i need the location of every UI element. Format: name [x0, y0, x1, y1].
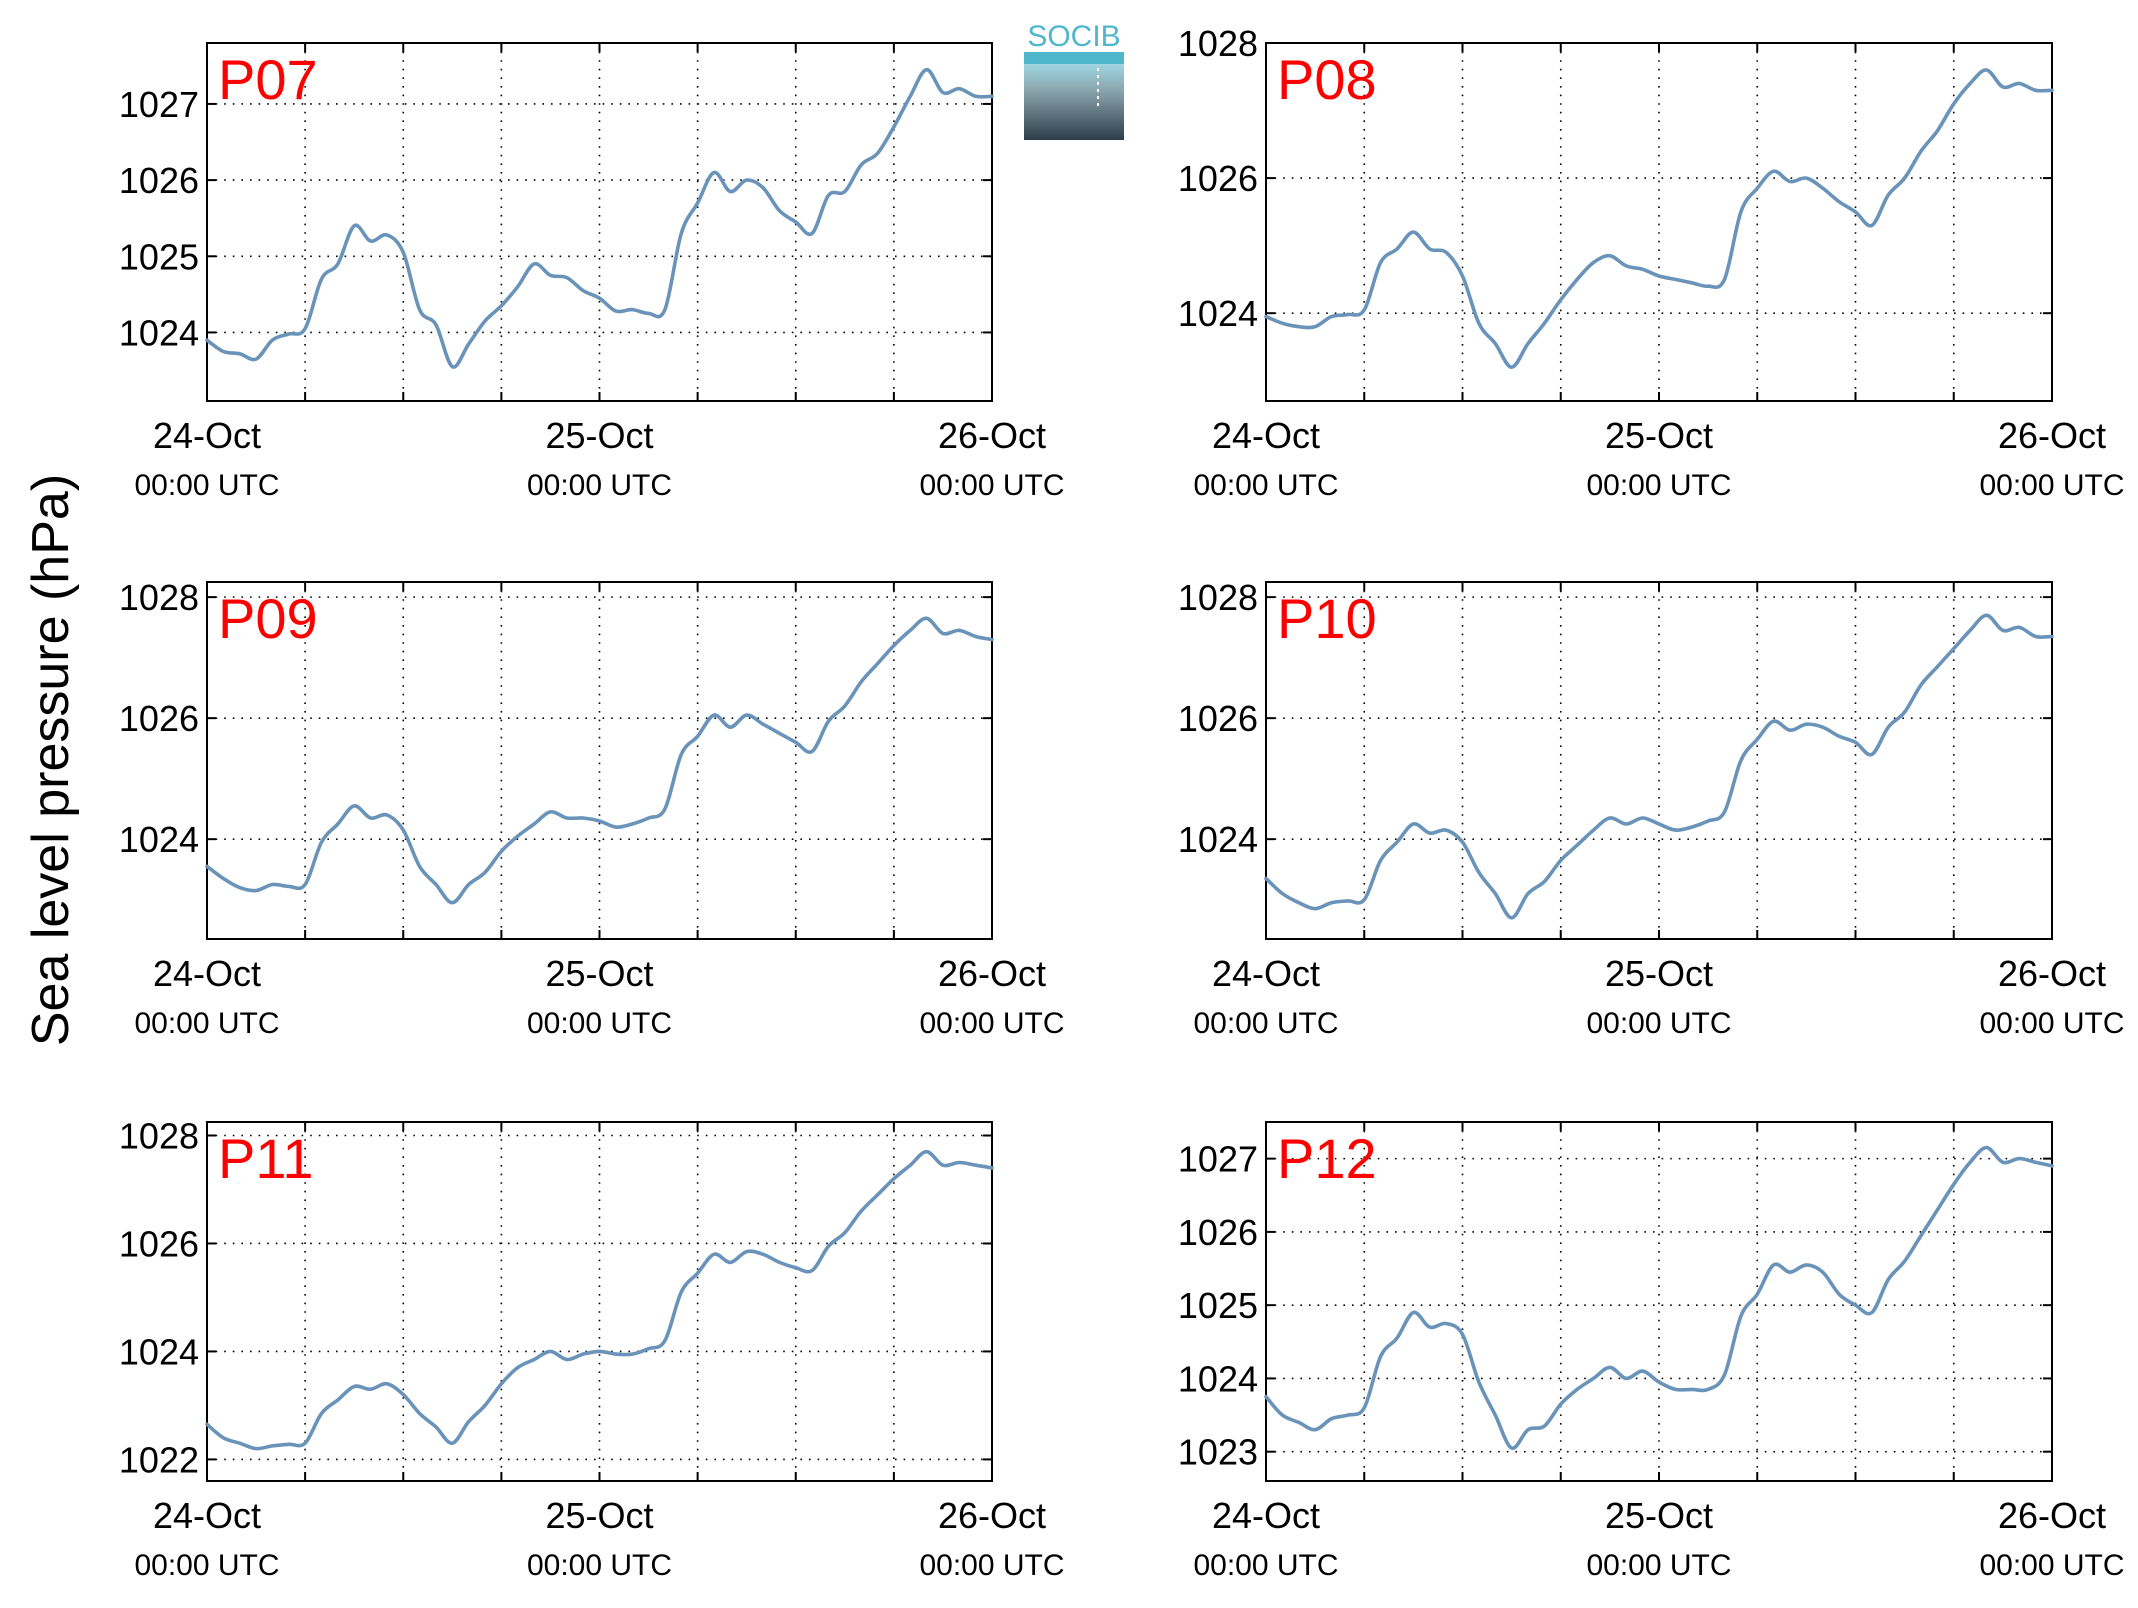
x-tick-sublabel: 00:00 UTC: [1193, 1549, 1338, 1582]
x-tick-sublabel: 00:00 UTC: [527, 1007, 672, 1040]
panel-label: P12: [1277, 1127, 1377, 1190]
axes-frame: [1265, 581, 2053, 940]
x-tick-label: 26-Oct: [1998, 1495, 2106, 1536]
x-tick-label: 25-Oct: [1605, 415, 1713, 456]
x-tick-sublabel: 00:00 UTC: [919, 1007, 1064, 1040]
y-tick-label: 1027: [119, 84, 199, 125]
y-tick-label: 1024: [1178, 293, 1258, 334]
x-tick-sublabel: 00:00 UTC: [134, 1007, 279, 1040]
y-tick-label: 1026: [119, 1223, 199, 1264]
x-tick-label: 25-Oct: [1605, 953, 1713, 994]
y-tick-label: 1026: [1178, 698, 1258, 739]
x-tick-sublabel: 00:00 UTC: [1193, 469, 1338, 502]
chart-panel-p09: 1024 1026 1028 24-Oct 00:00 UTC 25-Oct 00:00 U…: [119, 577, 1065, 1040]
x-tick-sublabel: 00:00 UTC: [1586, 1549, 1731, 1582]
x-tick-label: 24-Oct: [1212, 415, 1320, 456]
y-tick-label: 1025: [119, 236, 199, 277]
x-tick-label: 24-Oct: [1212, 953, 1320, 994]
y-tick-label: 1028: [1178, 23, 1258, 64]
x-tick-sublabel: 00:00 UTC: [919, 469, 1064, 502]
x-tick-label: 26-Oct: [938, 1495, 1046, 1536]
y-tick-label: 1027: [1178, 1139, 1258, 1180]
axes-frame: [1265, 42, 2053, 402]
y-tick-label: 1026: [1178, 158, 1258, 199]
chart-panel-p07: 1024 1025 1026 1027 24-Oct 00:00 UTC 25-Oct 00:…: [119, 42, 1065, 502]
series-line-p12: [1264, 1145, 2054, 1450]
y-tick-label: 1028: [1178, 577, 1258, 618]
x-tick-label: 24-Oct: [1212, 1495, 1320, 1536]
series-line-p09: [205, 616, 994, 905]
chart-panel-p10: 1024 1026 1028 24-Oct 00:00 UTC 25-Oct 00:00 U…: [1178, 577, 2125, 1040]
logo-text: SOCIB: [1027, 20, 1120, 53]
panels: 1024 1025 1026 1027 24-Oct 00:00 UTC 25-Oct 00:…: [119, 23, 2125, 1582]
axes-frame: [1265, 1121, 2053, 1482]
x-tick-sublabel: 00:00 UTC: [1586, 1007, 1731, 1040]
x-tick-label: 26-Oct: [1998, 415, 2106, 456]
series-line-p10: [1264, 613, 2054, 920]
chart-panel-p08: 1024 1026 1028 24-Oct 00:00 UTC 25-Oct 00:00 U…: [1178, 23, 2125, 502]
axes-frame: [206, 1121, 993, 1482]
x-tick-label: 26-Oct: [938, 415, 1046, 456]
series-line-p08: [1264, 68, 2054, 369]
y-tick-label: 1028: [119, 1115, 199, 1156]
x-tick-sublabel: 00:00 UTC: [1979, 1007, 2124, 1040]
x-tick-label: 26-Oct: [1998, 953, 2106, 994]
y-tick-label: 1026: [119, 160, 199, 201]
socib-logo: SOCIB: [1024, 20, 1124, 140]
x-tick-sublabel: 00:00 UTC: [919, 1549, 1064, 1582]
x-tick-sublabel: 00:00 UTC: [527, 1549, 672, 1582]
x-tick-sublabel: 00:00 UTC: [1193, 1007, 1338, 1040]
x-tick-sublabel: 00:00 UTC: [527, 469, 672, 502]
axes-frame: [206, 42, 993, 402]
logo-block: [1024, 64, 1124, 140]
axes-frame: [206, 581, 993, 940]
panel-label: P09: [218, 587, 318, 650]
x-tick-sublabel: 00:00 UTC: [1979, 469, 2124, 502]
chart-panel-p12: 1023 1024 1025 1026 1027 24-Oct 00:00 UTC 25-Oc…: [1178, 1121, 2125, 1582]
x-tick-label: 25-Oct: [545, 953, 653, 994]
y-tick-label: 1026: [119, 698, 199, 739]
panel-label: P07: [218, 48, 318, 111]
y-axis-label: Sea level pressure (hPa): [22, 474, 80, 1046]
x-tick-label: 24-Oct: [153, 953, 261, 994]
y-tick-label: 1024: [119, 1331, 199, 1372]
x-tick-label: 25-Oct: [1605, 1495, 1713, 1536]
y-tick-label: 1024: [119, 819, 199, 860]
x-tick-sublabel: 00:00 UTC: [134, 469, 279, 502]
chart-panel-p11: 1022 1024 1026 1028 24-Oct 00:00 UTC 25-Oct 00:…: [119, 1115, 1065, 1582]
y-tick-label: 1026: [1178, 1212, 1258, 1253]
x-tick-sublabel: 00:00 UTC: [1586, 469, 1731, 502]
series-line-p11: [205, 1149, 994, 1451]
x-tick-sublabel: 00:00 UTC: [134, 1549, 279, 1582]
x-tick-label: 24-Oct: [153, 1495, 261, 1536]
panel-label: P11: [218, 1127, 313, 1190]
y-tick-label: 1025: [1178, 1285, 1258, 1326]
series-line-p07: [205, 67, 994, 369]
x-tick-label: 24-Oct: [153, 415, 261, 456]
y-tick-label: 1028: [119, 577, 199, 618]
y-tick-label: 1024: [119, 312, 199, 353]
x-tick-label: 25-Oct: [545, 415, 653, 456]
y-tick-label: 1022: [119, 1439, 199, 1480]
x-tick-sublabel: 00:00 UTC: [1979, 1549, 2124, 1582]
x-tick-label: 26-Oct: [938, 953, 1046, 994]
y-tick-label: 1024: [1178, 819, 1258, 860]
x-tick-label: 25-Oct: [545, 1495, 653, 1536]
y-tick-label: 1024: [1178, 1358, 1258, 1399]
panel-label: P10: [1277, 587, 1377, 650]
y-tick-label: 1023: [1178, 1432, 1258, 1473]
panel-label: P08: [1277, 48, 1377, 111]
